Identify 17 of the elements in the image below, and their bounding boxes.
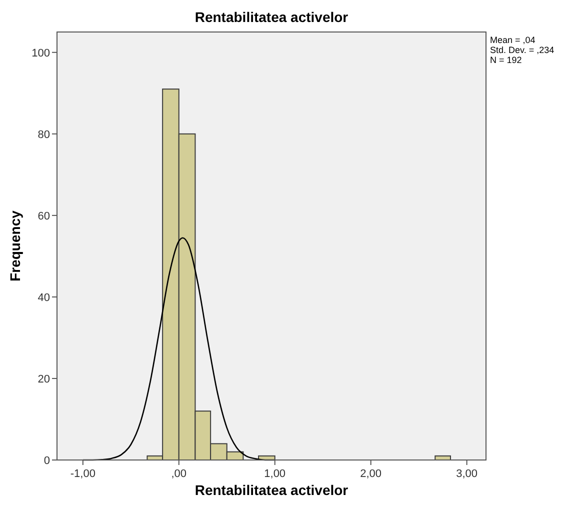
x-tick-label: ,00	[171, 468, 187, 480]
x-tick-label: 3,00	[456, 468, 478, 480]
y-tick-label: 60	[38, 210, 50, 222]
y-tick-label: 20	[38, 373, 50, 386]
y-tick-label: 100	[32, 47, 50, 60]
x-tick-label: 1,00	[264, 468, 286, 480]
y-tick-label: 40	[38, 292, 50, 304]
y-axis-title: Frequency	[7, 210, 23, 282]
x-tick-label: 2,00	[360, 468, 382, 480]
text: Std. Dev. = ,234	[490, 45, 554, 55]
x-axis-title: Rentabilitatea activelor	[194, 482, 349, 498]
x-tick-label: -1,00	[70, 468, 96, 480]
text: N = 192	[490, 55, 522, 65]
text: Mean = ,04	[490, 35, 536, 45]
y-tick-label: 0	[44, 455, 50, 467]
chart-title: Rentabilitatea activelor	[194, 9, 349, 25]
y-tick-label: 80	[38, 128, 50, 141]
